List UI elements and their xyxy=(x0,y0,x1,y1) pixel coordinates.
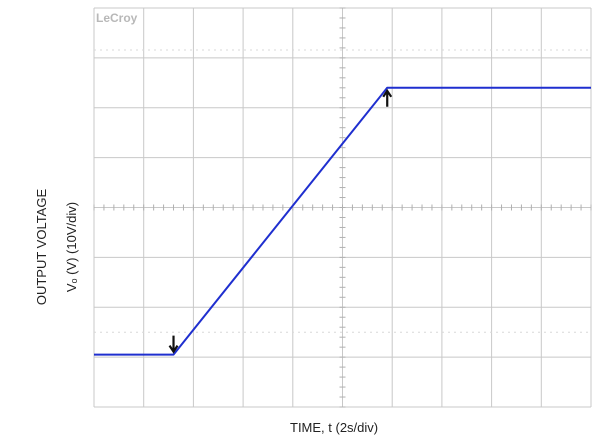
lecroy-logo: LeCroy xyxy=(96,11,138,25)
y-axis-label-line2: Vₒ (V) (10V/div) xyxy=(64,201,79,293)
output-voltage-trace xyxy=(94,86,591,356)
graticule xyxy=(93,7,592,408)
end-cursor-arrow xyxy=(382,88,393,107)
y-axis-label-line1: OUTPUT VOLTAGE xyxy=(34,188,49,306)
cursor-markers xyxy=(168,88,393,354)
start-cursor-arrow xyxy=(168,335,179,354)
x-axis-label: TIME, t (2s/div) xyxy=(290,420,379,435)
